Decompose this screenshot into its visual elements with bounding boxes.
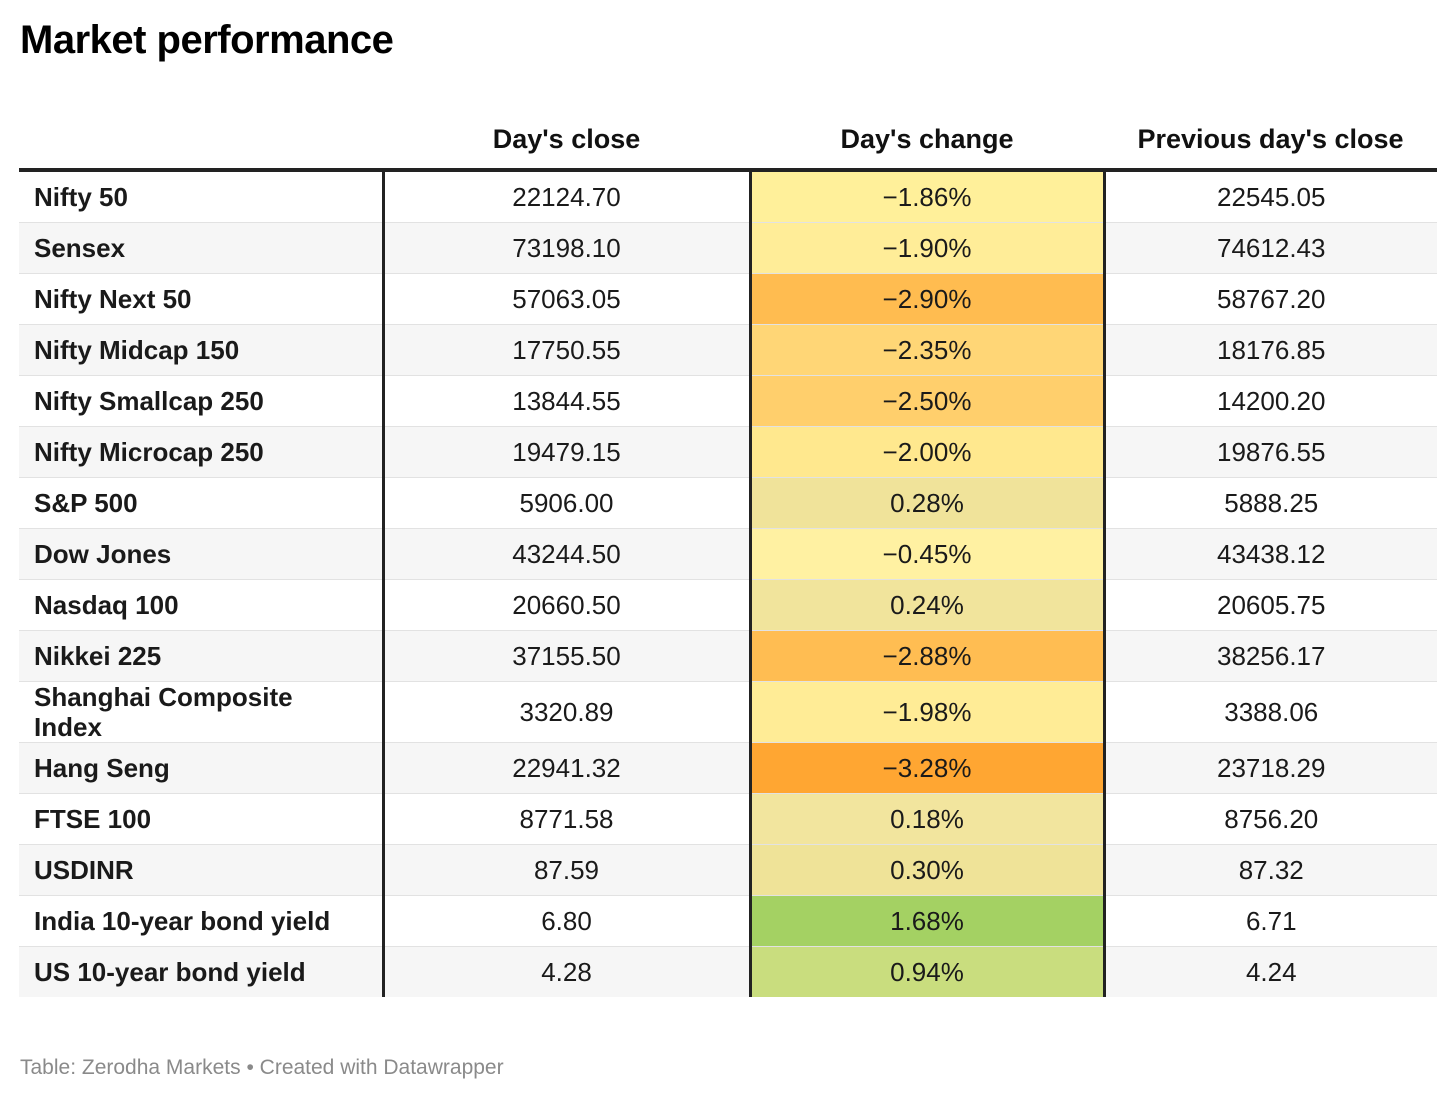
row-days-close: 5906.00 [383, 477, 752, 529]
row-previous-close: 18176.85 [1104, 324, 1437, 376]
row-previous-close: 23718.29 [1104, 742, 1437, 794]
row-previous-close: 87.32 [1104, 844, 1437, 896]
row-days-close: 3320.89 [383, 681, 752, 743]
row-name: US 10-year bond yield [19, 946, 385, 997]
row-days-close: 43244.50 [383, 528, 752, 580]
table-row: USDINR 87.59 0.30% 87.32 [19, 844, 1437, 896]
row-name: Shanghai Composite Index [19, 681, 385, 743]
row-days-close: 4.28 [383, 946, 752, 997]
row-days-change: −2.88% [750, 630, 1106, 682]
table-row: Dow Jones 43244.50 −0.45% 43438.12 [19, 528, 1437, 580]
market-performance-table: Day's close Day's change Previous day's … [19, 110, 1437, 997]
row-days-close: 87.59 [383, 844, 752, 896]
row-previous-close: 5888.25 [1104, 477, 1437, 529]
row-name: Nifty 50 [19, 170, 385, 223]
table-row: Nikkei 225 37155.50 −2.88% 38256.17 [19, 630, 1437, 682]
table-row: Nifty Microcap 250 19479.15 −2.00% 19876.55 [19, 426, 1437, 478]
row-days-change: −0.45% [750, 528, 1106, 580]
row-days-change: −2.50% [750, 375, 1106, 427]
row-days-change: −2.35% [750, 324, 1106, 376]
row-days-close: 20660.50 [383, 579, 752, 631]
row-days-change: −3.28% [750, 742, 1106, 794]
row-previous-close: 22545.05 [1104, 170, 1437, 223]
row-days-change: 0.30% [750, 844, 1106, 896]
table-row: Nasdaq 100 20660.50 0.24% 20605.75 [19, 579, 1437, 631]
row-days-close: 8771.58 [383, 793, 752, 845]
row-days-change: 0.94% [750, 946, 1106, 997]
row-days-change: −1.90% [750, 222, 1106, 274]
row-days-close: 17750.55 [383, 324, 752, 376]
table-row: Nifty Smallcap 250 13844.55 −2.50% 14200.20 [19, 375, 1437, 427]
row-name: Nifty Midcap 150 [19, 324, 385, 376]
row-name: S&P 500 [19, 477, 385, 529]
table-row: India 10-year bond yield 6.80 1.68% 6.71 [19, 895, 1437, 947]
row-days-close: 6.80 [383, 895, 752, 947]
table-row: Nifty Midcap 150 17750.55 −2.35% 18176.85 [19, 324, 1437, 376]
row-previous-close: 19876.55 [1104, 426, 1437, 478]
row-days-close: 37155.50 [383, 630, 752, 682]
column-header-days-close: Day's close [383, 110, 750, 172]
row-name: Nifty Next 50 [19, 273, 385, 325]
table-row: Sensex 73198.10 −1.90% 74612.43 [19, 222, 1437, 274]
row-previous-close: 43438.12 [1104, 528, 1437, 580]
row-days-change: 0.28% [750, 477, 1106, 529]
row-previous-close: 3388.06 [1104, 681, 1437, 743]
page-title: Market performance [20, 18, 394, 62]
table-row: Nifty Next 50 57063.05 −2.90% 58767.20 [19, 273, 1437, 325]
column-header-days-change: Day's change [750, 110, 1104, 172]
row-days-close: 73198.10 [383, 222, 752, 274]
row-days-change: −1.98% [750, 681, 1106, 743]
column-header-previous-close: Previous day's close [1104, 110, 1437, 172]
row-days-change: −1.86% [750, 170, 1106, 223]
row-previous-close: 4.24 [1104, 946, 1437, 997]
row-name: Nikkei 225 [19, 630, 385, 682]
row-previous-close: 58767.20 [1104, 273, 1437, 325]
row-days-change: 0.18% [750, 793, 1106, 845]
table-body: Nifty 50 22124.70 −1.86% 22545.05 Sensex 7319… [19, 170, 1437, 997]
row-previous-close: 14200.20 [1104, 375, 1437, 427]
table-header: Day's close Day's change Previous day's … [19, 110, 1437, 172]
table-row: Nifty 50 22124.70 −1.86% 22545.05 [19, 170, 1437, 223]
row-days-change: −2.90% [750, 273, 1106, 325]
row-previous-close: 20605.75 [1104, 579, 1437, 631]
row-days-close: 22124.70 [383, 170, 752, 223]
table-row: S&P 500 5906.00 0.28% 5888.25 [19, 477, 1437, 529]
row-days-close: 13844.55 [383, 375, 752, 427]
row-name: India 10-year bond yield [19, 895, 385, 947]
row-previous-close: 6.71 [1104, 895, 1437, 947]
column-header-name [19, 110, 383, 172]
row-name: USDINR [19, 844, 385, 896]
row-previous-close: 8756.20 [1104, 793, 1437, 845]
row-name: Nasdaq 100 [19, 579, 385, 631]
row-name: Dow Jones [19, 528, 385, 580]
row-name: FTSE 100 [19, 793, 385, 845]
row-days-change: 1.68% [750, 895, 1106, 947]
table-row: Shanghai Composite Index 3320.89 −1.98% 338… [19, 681, 1437, 743]
row-name: Hang Seng [19, 742, 385, 794]
row-name: Nifty Smallcap 250 [19, 375, 385, 427]
row-name: Sensex [19, 222, 385, 274]
row-days-close: 57063.05 [383, 273, 752, 325]
table-footer: Table: Zerodha Markets • Created with Da… [20, 1056, 504, 1080]
row-days-close: 19479.15 [383, 426, 752, 478]
table-row: FTSE 100 8771.58 0.18% 8756.20 [19, 793, 1437, 845]
row-days-change: 0.24% [750, 579, 1106, 631]
row-previous-close: 74612.43 [1104, 222, 1437, 274]
footer-credit: Created with Datawrapper [259, 1056, 504, 1079]
table-row: US 10-year bond yield 4.28 0.94% 4.24 [19, 946, 1437, 997]
row-name: Nifty Microcap 250 [19, 426, 385, 478]
footer-separator: • [246, 1056, 254, 1079]
footer-source: Table: Zerodha Markets [20, 1056, 241, 1079]
row-days-change: −2.00% [750, 426, 1106, 478]
table-row: Hang Seng 22941.32 −3.28% 23718.29 [19, 742, 1437, 794]
row-previous-close: 38256.17 [1104, 630, 1437, 682]
row-days-close: 22941.32 [383, 742, 752, 794]
